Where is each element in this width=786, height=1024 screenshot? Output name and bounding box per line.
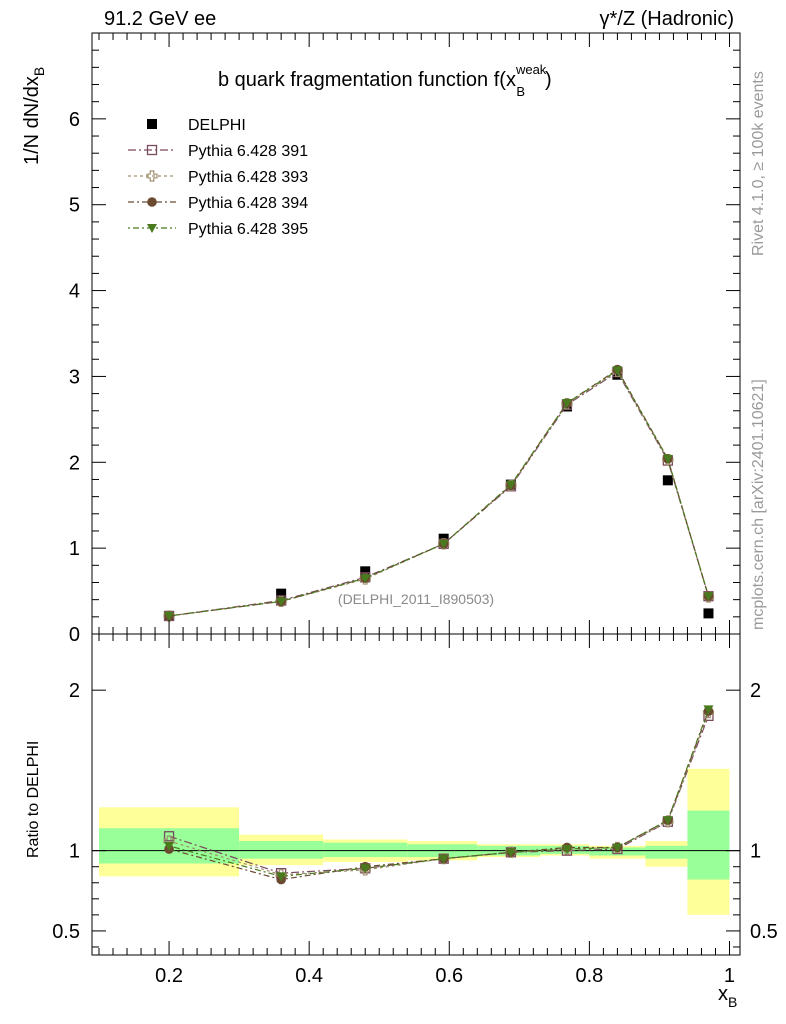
main-point-pythia-6-428-395: [438, 539, 449, 549]
chart-title: b quark fragmentation function f(xweak B): [218, 62, 552, 99]
main-point-pythia-6-428-395: [703, 592, 714, 602]
ratio-series-pythia-6-428-395: [164, 705, 714, 882]
process-label: γ*/Z (Hadronic): [599, 8, 734, 30]
ratio-y-tick-label: 0.5: [52, 921, 80, 943]
ratio-point-pythia-6-428-395: [662, 816, 673, 826]
ratio-green-band: [323, 842, 408, 858]
legend-label: Pythia 6.428 394: [188, 195, 308, 212]
main-point-delphi: [360, 566, 371, 577]
ratio-y-tick-label: 2: [69, 680, 80, 702]
x-tick-label: 0.2: [155, 965, 183, 987]
y-tick-label: 0: [69, 624, 80, 646]
main-line-pythia-6-428-393: [168, 370, 710, 617]
x-tick-label: 0.8: [575, 965, 603, 987]
legend-label: DELPHI: [188, 117, 246, 134]
y-tick-label: 6: [69, 109, 80, 131]
main-series-pythia-6-428-391: [163, 366, 714, 622]
x-tick-label: 1: [724, 965, 735, 987]
legend-label: Pythia 6.428 395: [188, 221, 308, 238]
legend: DELPHI Pythia 6.428 391 Pythia 6.428 393 Py…: [128, 117, 308, 238]
legend-marker: [147, 197, 157, 207]
x-tick-label: 0.6: [435, 965, 463, 987]
main-line-pythia-6-428-391: [168, 371, 710, 617]
main-point-pythia-6-428-395: [612, 366, 623, 376]
ratio-point-pythia-6-428-395: [703, 705, 714, 715]
ratio-y-tick-label-right: 1: [750, 841, 761, 863]
ratio-point-pythia-6-428-391: [163, 831, 175, 842]
main-point-pythia-6-428-395: [276, 597, 287, 607]
main-point-pythia-6-428-395: [360, 574, 371, 584]
legend-label: Pythia 6.428 393: [188, 169, 308, 186]
main-point-delphi: [703, 608, 714, 619]
ratio-point-pythia-6-428-395: [276, 872, 287, 882]
y-tick-label: 4: [69, 281, 80, 303]
main-point-delphi: [662, 475, 673, 486]
y-tick-label: 3: [69, 366, 80, 388]
main-line-pythia-6-428-395: [168, 369, 710, 617]
legend-marker: [147, 224, 157, 233]
ratio-point-pythia-6-428-395: [561, 845, 572, 855]
energy-label: 91.2 GeV ee: [104, 8, 217, 30]
main-series-pythia-6-428-393: [163, 365, 715, 622]
analysis-tag: (DELPHI_2011_I890503): [338, 591, 494, 607]
ratio-green-band: [239, 841, 324, 859]
main-series-pythia-6-428-395: [164, 366, 714, 621]
ratio-point-pythia-6-428-395: [164, 841, 175, 851]
x-axis-label: xB: [718, 983, 737, 1010]
ratio-y-tick-label-right: 2: [750, 680, 761, 702]
legend-marker: [146, 170, 158, 182]
x-tick-label: 0.4: [295, 965, 323, 987]
ratio-green-band: [687, 810, 730, 880]
main-point-pythia-6-428-395: [505, 480, 516, 490]
ratio-point-pythia-6-428-395: [438, 854, 449, 864]
ratio-y-tick-label-right: 0.5: [750, 921, 778, 943]
ratio-plot-frame: [91, 633, 741, 956]
legend-label: Pythia 6.428 391: [188, 143, 308, 160]
main-point-pythia-6-428-395: [164, 611, 175, 621]
main-point-pythia-6-428-395: [662, 454, 673, 464]
ratio-line-pythia-6-428-394: [168, 710, 710, 881]
ratio-y-axis-label: Ratio to DELPHI: [25, 741, 42, 858]
main-point-pythia-6-428-395: [561, 399, 572, 409]
main-line-pythia-6-428-394: [168, 368, 710, 617]
main-point-delphi: [276, 588, 287, 599]
ratio-point-pythia-6-428-395: [360, 864, 371, 874]
ratio-y-tick-label: 1: [69, 841, 80, 863]
y-tick-label: 2: [69, 452, 80, 474]
y-tick-label: 1: [69, 538, 80, 560]
main-series-pythia-6-428-394: [164, 364, 714, 621]
ratio-green-band: [645, 845, 688, 859]
main-series-delphi: [164, 369, 714, 621]
ratio-point-pythia-6-428-395: [612, 843, 623, 853]
legend-marker: [146, 144, 158, 156]
ratio-point-pythia-6-428-395: [505, 848, 516, 858]
y-tick-label: 5: [69, 195, 80, 217]
y-axis-label: 1/N dN/dxB: [21, 67, 47, 165]
legend-marker: [147, 119, 157, 129]
